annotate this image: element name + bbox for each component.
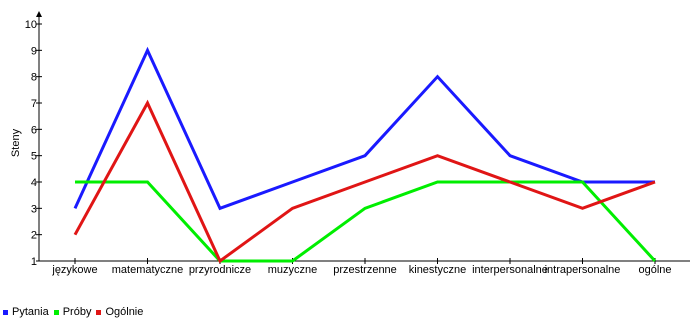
- x-tick-label: przestrzenne: [333, 264, 397, 276]
- series-line-pytania: [73, 46, 655, 211]
- y-tick-label: 10: [25, 19, 37, 31]
- y-tick-label: 8: [31, 72, 37, 84]
- legend-swatch: [53, 309, 59, 315]
- legend-label: Ogólnie: [105, 306, 144, 318]
- legend-swatch: [3, 309, 8, 315]
- y-tick-label: 4: [31, 177, 37, 189]
- legend-item: Próby: [53, 306, 92, 318]
- y-axis-arrow: [36, 11, 42, 17]
- x-tick-label: matematyczne: [112, 264, 184, 276]
- chart-legend: Pytania Próby Ogólnie: [3, 305, 148, 319]
- y-tick-label: 1: [31, 256, 37, 268]
- x-tick-label: intrapersonalne: [545, 264, 621, 276]
- y-axis-ticks: 1 2 3 4 5 6 7 8 9 10: [25, 19, 42, 268]
- x-tick-label: muzyczne: [268, 264, 318, 276]
- x-tick-label: przyrodnicze: [189, 264, 251, 276]
- legend-item: Ogólnie: [96, 306, 143, 318]
- series-line-ogólnie: [73, 99, 656, 264]
- y-tick-label: 7: [31, 98, 37, 110]
- legend-label: Próby: [62, 306, 92, 318]
- x-tick-label: ogólne: [638, 264, 671, 276]
- x-axis-ticks: językowe matematyczne przyrodnicze muzyczne…: [51, 258, 672, 276]
- y-tick-label: 3: [31, 203, 37, 215]
- y-tick-label: 6: [31, 124, 37, 136]
- y-tick-label: 2: [31, 230, 37, 242]
- x-tick-label: językowe: [51, 264, 97, 276]
- x-tick-label: kinestyczne: [409, 264, 466, 276]
- legend-swatch: [96, 309, 102, 315]
- legend-label: Pytania: [12, 306, 49, 318]
- y-tick-label: 5: [31, 151, 37, 163]
- legend-item: Pytania: [3, 306, 49, 318]
- x-tick-label: interpersonalne: [472, 264, 548, 276]
- y-tick-label: 9: [31, 45, 37, 57]
- axes: [36, 11, 690, 262]
- series-line-próby: [75, 180, 657, 263]
- series-lines: [73, 46, 657, 264]
- y-axis-title: Steny: [10, 128, 22, 157]
